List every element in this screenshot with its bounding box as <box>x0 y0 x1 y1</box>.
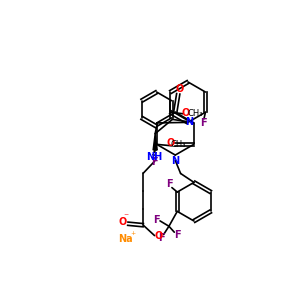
Text: CH₃: CH₃ <box>171 140 187 149</box>
Text: F: F <box>151 157 158 166</box>
Text: O: O <box>167 138 175 148</box>
Polygon shape <box>153 134 157 150</box>
Text: F: F <box>153 215 160 225</box>
Text: O: O <box>181 108 189 118</box>
Text: F: F <box>167 179 173 189</box>
Text: ⁺: ⁺ <box>130 231 136 241</box>
Text: CH₃: CH₃ <box>188 109 203 118</box>
Text: O: O <box>154 231 163 241</box>
Text: N: N <box>185 117 193 127</box>
Text: F: F <box>174 230 181 240</box>
Text: NH: NH <box>146 152 163 162</box>
Text: F: F <box>200 118 207 128</box>
Text: ⁻: ⁻ <box>123 212 128 222</box>
Text: O: O <box>118 217 127 227</box>
Text: N: N <box>171 156 179 166</box>
Text: F: F <box>158 233 165 243</box>
Text: Na: Na <box>118 234 133 244</box>
Text: O: O <box>175 84 184 94</box>
